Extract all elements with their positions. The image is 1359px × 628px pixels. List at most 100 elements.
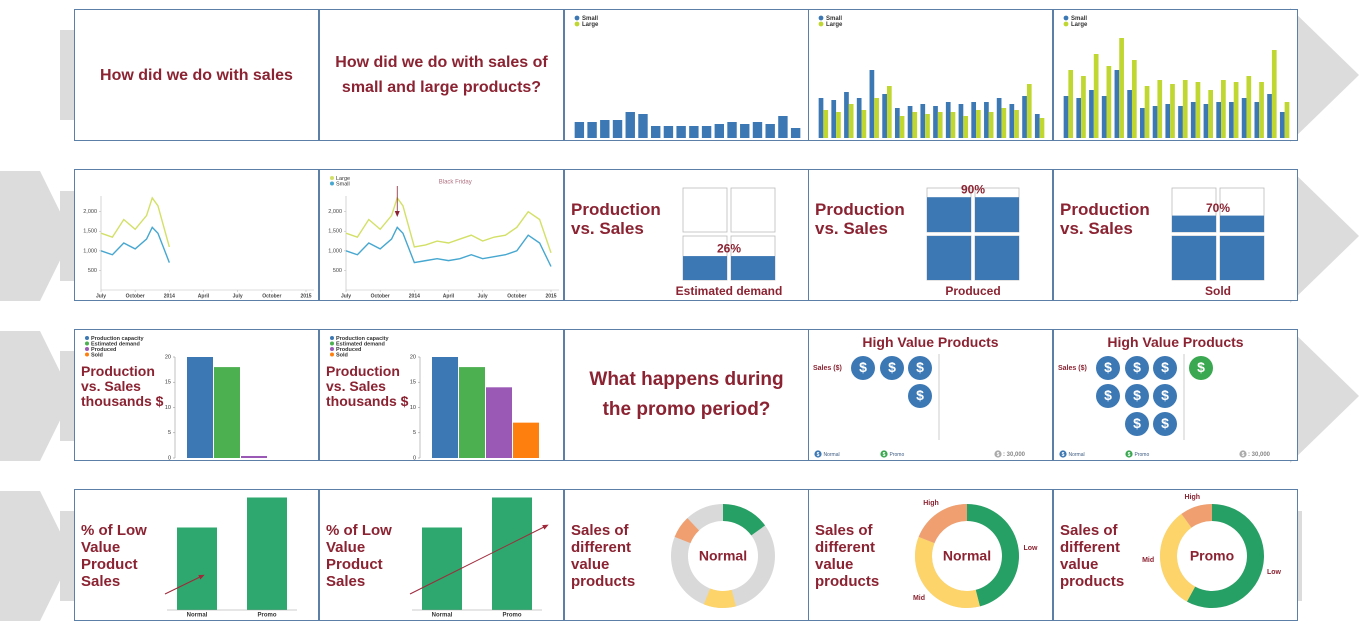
y-tick-label: 10 — [410, 405, 416, 411]
donut-segment — [723, 504, 766, 536]
bar — [1157, 80, 1163, 138]
bar — [920, 104, 926, 138]
slide-canvas: 500 1,000 1,500 2,000 July October 2014 April Ju… — [328, 176, 559, 299]
bar — [976, 110, 981, 138]
dollar-glyph: $ — [1242, 452, 1245, 458]
value-label: 26% — [717, 241, 741, 255]
bar — [676, 126, 686, 138]
slide-title: Sales of different value products — [571, 522, 636, 590]
fill-level — [927, 236, 971, 280]
x-tick-label: October — [507, 293, 526, 299]
dollar-glyph: $ — [997, 452, 1000, 458]
legend-label: Production capacity — [336, 336, 390, 342]
bar — [214, 367, 240, 458]
slide-canvas: 90% Produced — [926, 182, 1020, 298]
bar — [1284, 102, 1290, 138]
legend-label: Produced — [336, 347, 361, 353]
slide-title: High Value Products — [1107, 334, 1244, 350]
slide: 26% Estimated demand Production vs. Sales — [564, 169, 809, 301]
bar — [988, 112, 994, 138]
dollar-icon — [1125, 384, 1149, 408]
dollar-icon — [908, 384, 932, 408]
y-tick-label: 1,000 — [83, 248, 97, 254]
bar — [714, 124, 725, 138]
dollar-glyph: $ — [1062, 452, 1065, 458]
dollar-icon — [1125, 356, 1149, 380]
trend-arrowhead — [198, 574, 205, 580]
bar — [765, 124, 775, 138]
trend-arrow — [409, 525, 547, 595]
bar — [701, 126, 712, 138]
y-tick-label: 10 — [165, 405, 171, 411]
legend-label: Estimated demand — [336, 341, 385, 347]
bar — [638, 114, 648, 138]
bar — [912, 112, 918, 138]
y-tick-label: 20 — [165, 354, 171, 360]
bar — [1119, 38, 1124, 138]
bar — [1144, 86, 1150, 138]
x-tick-label: Promo — [257, 613, 276, 619]
legend-label: Normal — [1069, 452, 1085, 458]
donut-segment — [1186, 504, 1264, 608]
slide: How did we do with sales — [74, 9, 319, 141]
donut-segment — [918, 504, 967, 544]
bar — [958, 104, 964, 138]
line-series — [100, 226, 170, 263]
bar — [1026, 84, 1032, 138]
dollar-glyph: $ — [1104, 359, 1112, 375]
slide-canvas: Sales ($) $ $ $$ $ $$ $$$ Normal $ Promo $: 30,000 — [1058, 354, 1271, 458]
slide-title: Sales of different value products — [1060, 522, 1125, 590]
bar — [1022, 96, 1027, 138]
legend-marker — [1063, 21, 1069, 27]
line-series — [100, 196, 171, 248]
bar — [1241, 98, 1247, 138]
bar — [187, 357, 213, 458]
y-tick-label: 500 — [88, 268, 97, 274]
bar — [984, 102, 989, 138]
slide-title: What happens during the promo period? — [589, 369, 784, 420]
bar — [818, 98, 824, 138]
bar — [1221, 80, 1226, 138]
dollar-icon — [1059, 450, 1067, 458]
bar — [1203, 104, 1209, 138]
bar — [1089, 90, 1094, 138]
bar — [899, 116, 905, 138]
legend-label: Small — [1071, 16, 1087, 22]
legend-marker — [330, 352, 334, 357]
slide-canvas: Normal Promo — [409, 497, 549, 619]
bar — [1279, 112, 1285, 138]
slide-title: % of Low Value Product Sales — [326, 522, 392, 590]
dollar-icon — [1239, 450, 1247, 458]
dollar-icon — [1153, 412, 1177, 436]
bar — [1271, 50, 1277, 138]
slide-title: Sales of different value products — [815, 522, 880, 590]
legend-marker — [574, 21, 580, 27]
bar — [247, 497, 287, 610]
x-tick-label: July — [478, 293, 488, 299]
legend-marker — [330, 336, 334, 340]
x-tick-label: July — [96, 293, 106, 299]
legend-label: Large — [826, 22, 843, 28]
slide-canvas: Low Mid High Promo — [1142, 494, 1282, 608]
slide: What happens during the promo period? — [564, 329, 809, 461]
legend-label: Estimated demand — [91, 341, 140, 347]
donut-center: Promo — [1190, 548, 1234, 564]
bar — [432, 357, 458, 458]
bar — [1131, 60, 1137, 138]
dollar-glyph: $ — [1133, 387, 1141, 403]
slide-title: How did we do with sales of small and la… — [335, 54, 548, 96]
x-tick-label: Normal — [432, 613, 453, 619]
y-tick-label: 0 — [168, 455, 171, 460]
bar — [963, 116, 969, 138]
bar — [1170, 84, 1175, 138]
donut-segment — [703, 588, 736, 608]
x-tick-label: October — [126, 293, 145, 299]
y-tick-label: 0 — [413, 455, 416, 460]
x-tick-label: 2015 — [300, 293, 311, 299]
dollar-glyph: $ — [1104, 387, 1112, 403]
slide: 70% Sold Production vs. Sales — [1053, 169, 1298, 301]
legend-label: Promo — [890, 452, 905, 458]
